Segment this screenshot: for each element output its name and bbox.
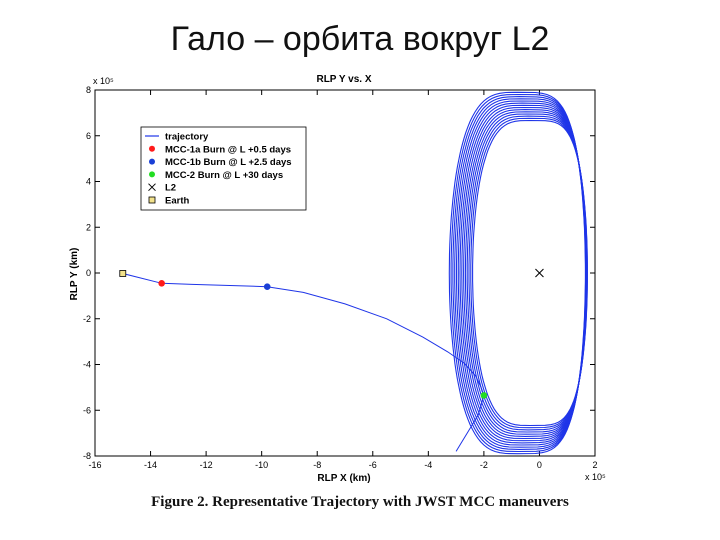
halo-orbit-loop [457,102,587,444]
slide-title: Гало – орбита вокруг L2 [170,20,550,58]
x-tick-label: -6 [369,460,377,470]
halo-orbit-loop [463,109,588,437]
y-tick-label: 4 [86,177,91,187]
y-tick-label: 2 [86,222,91,232]
legend-label: trajectory [165,132,209,143]
mcc-1b-burn-l-2-5-days-marker [263,283,271,291]
legend-swatch-mcc-1a-burn-l-0-5-days [149,145,155,152]
plot-axes: -16 -14 -12 -10 -8 -6 -4 -2 0 2 8 6 4 2 0 -2 -4 -6 -8 [83,85,598,470]
y-scale-label: x 10⁵ [93,76,114,86]
figure-caption: Figure 2. Representative Trajectory with… [151,494,569,510]
legend-label: Earth [165,196,189,207]
x-tick-label: -12 [200,460,213,470]
l2-marker [535,268,544,278]
mcc-1a-burn-l-0-5-days-marker [158,279,165,287]
legend-label: MCC-1b Burn @ L +2.5 days [165,157,292,168]
halo-orbit-loop [459,104,587,442]
x-tick-label: -4 [424,460,432,470]
legend-label: MCC-1a Burn @ L +0.5 days [165,144,291,155]
legend-label: L2 [165,183,176,194]
y-tick-label: -6 [83,405,91,415]
halo-orbit-loop [470,117,588,429]
legend-box [140,126,307,211]
chart-title: RLP Y vs. X [316,74,371,85]
y-tick-label: -2 [83,314,91,324]
x-tick-label: 0 [537,460,542,470]
y-tick-label: -4 [83,360,91,370]
y-tick-label: 0 [86,268,91,278]
transfer-trajectory-line [122,273,485,452]
legend-swatch-l2 [148,183,156,192]
halo-orbit-loop [466,113,588,433]
plot-curves [122,91,588,455]
y-tick-label: -8 [83,451,91,461]
legend-swatch-mcc-1b-burn-l-2-5-days [149,158,155,165]
y-tick-label: 8 [86,85,91,95]
halo-orbit-loop [464,111,588,435]
x-tick-label: -2 [480,460,488,470]
x-tick-label: 2 [592,460,597,470]
legend-swatch-earth [148,196,156,204]
earth-marker [119,270,127,277]
halo-orbit-loop [461,106,588,440]
x-tick-label: -16 [88,460,101,470]
x-tick-label: -10 [255,460,268,470]
halo-orbit-loop [455,100,587,446]
mcc-2-burn-l-30-days-marker [480,392,488,399]
plot-markers [119,268,544,399]
x-tick-label: -14 [144,460,157,470]
x-scale-label: x 10⁵ [585,472,606,482]
y-tick-label: 6 [86,131,91,141]
halo-orbit-loop [472,119,588,427]
legend-swatch-mcc-2-burn-l-30-days [149,171,155,178]
halo-orbit-loop [468,115,588,431]
y-axis-label: RLP Y (km) [69,248,80,301]
legend-label: MCC-2 Burn @ L +30 days [165,170,283,181]
x-tick-label: -8 [313,460,321,470]
x-axis-label: RLP X (km) [317,473,370,484]
